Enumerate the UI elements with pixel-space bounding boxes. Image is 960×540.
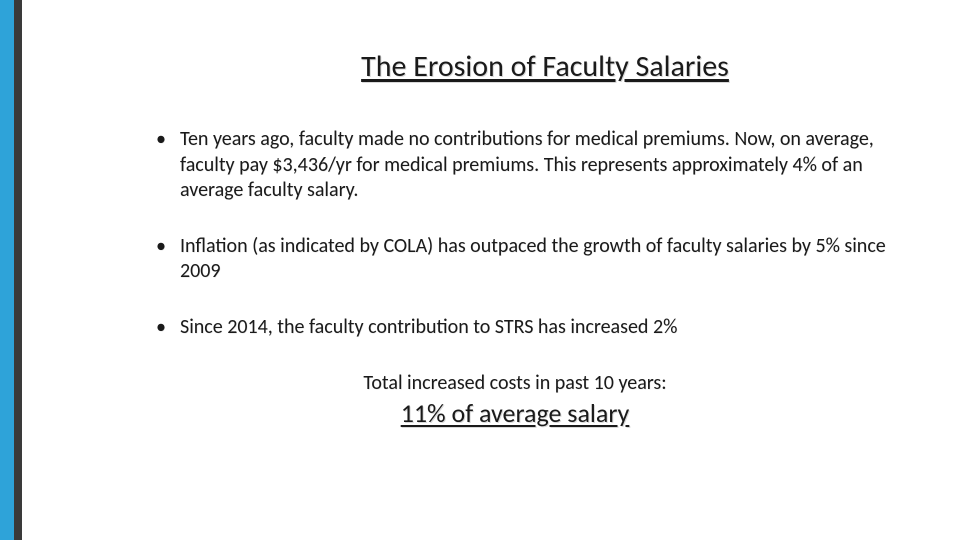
summary-value: 11% of average salary (140, 397, 890, 429)
slide-title: The Erosion of Faculty Salaries (200, 48, 890, 85)
list-item: Ten years ago, faculty made no contribut… (150, 127, 890, 204)
summary-label: Total increased costs in past 10 years: (140, 371, 890, 395)
summary-block: Total increased costs in past 10 years: … (140, 371, 890, 429)
list-item: Since 2014, the faculty contribution to … (150, 315, 890, 341)
list-item: Inflation (as indicated by COLA) has out… (150, 234, 890, 285)
bullet-list: Ten years ago, faculty made no contribut… (150, 127, 890, 341)
slide-content: The Erosion of Faculty Salaries Ten year… (0, 0, 960, 540)
